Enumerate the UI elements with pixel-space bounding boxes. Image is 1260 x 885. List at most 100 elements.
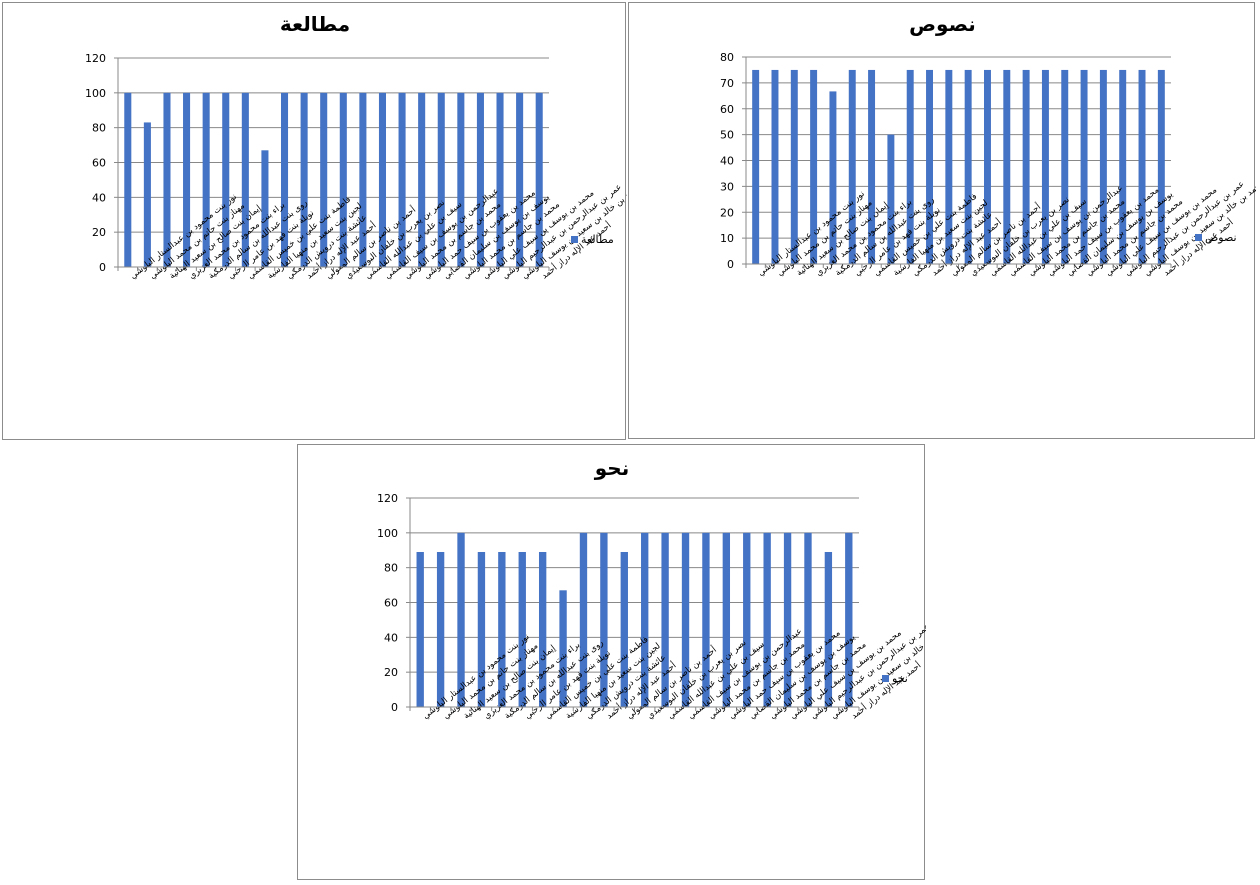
y-tick-label: 100 [85,87,106,100]
y-tick-label: 20 [720,206,734,219]
bar [457,92,465,267]
bar [241,92,249,267]
bar [845,532,853,707]
bar [804,532,812,707]
bar [535,92,543,267]
bar [378,92,387,267]
bar [398,92,406,267]
bar [600,532,608,707]
bar [300,92,308,267]
bar [416,551,424,707]
legend-label: نصوص [1205,231,1237,244]
y-tick-label: 20 [92,226,106,239]
bar [810,69,818,264]
y-tick-label: 60 [384,597,398,610]
bar [222,92,230,267]
bar [1138,69,1146,264]
bar [945,69,953,264]
bar [1003,69,1011,264]
y-tick-label: 100 [377,527,398,540]
bar [476,92,484,267]
bar [868,69,876,264]
bar [702,532,710,707]
bar [163,92,171,267]
bar [681,532,690,707]
bar [763,532,771,707]
bar [320,92,328,267]
bar [722,532,731,707]
bar [641,532,649,707]
bar [457,532,465,707]
y-tick-label: 120 [85,52,106,65]
legend-swatch [1195,234,1202,241]
bar [183,92,191,267]
chart-title: نحو [594,456,629,480]
bar [620,551,628,707]
bar [824,551,833,707]
chart-title: نصوص [909,12,976,36]
y-tick-label: 10 [720,232,734,245]
bar [1099,69,1107,264]
chart-panel-nusus: نصوص 0 10 20 30 40 50 60 70 80 نور بنت محمود بن عب… [628,2,1256,439]
bar [518,551,526,707]
bar [124,92,132,267]
chart-title: مطالعة [280,12,350,36]
chart-panel-nahw: نحو 0 20 40 60 80 100 120 نور بنت محمود بن عبدال… [297,444,926,880]
y-tick-label: 120 [377,492,398,505]
bar [829,91,837,264]
bar [436,551,445,707]
legend-label: نحو [891,672,908,685]
bar [496,92,504,267]
y-tick-label: 0 [99,261,106,274]
y-tick-label: 40 [720,155,734,168]
bar [579,532,588,707]
bar [1022,69,1030,264]
bar [926,69,933,264]
y-tick-label: 20 [384,666,398,679]
y-tick-label: 0 [727,258,734,271]
legend-label: مطالعة [581,233,614,246]
y-tick-label: 60 [720,103,734,116]
bar [477,551,486,707]
bar [1157,69,1165,264]
bar [202,92,210,267]
bar [143,122,151,267]
bar [743,532,751,707]
y-tick-label: 50 [720,129,734,142]
bar [848,69,856,264]
bar [280,92,289,267]
bar [783,532,792,707]
y-tick-label: 40 [384,631,398,644]
y-tick-label: 80 [384,562,398,575]
y-tick-label: 80 [92,122,106,135]
bar [1119,69,1127,264]
bar [1041,69,1049,264]
bar [661,532,669,707]
bar [887,134,895,264]
legend-swatch [882,675,889,682]
legend-swatch [571,236,578,243]
bar [790,69,798,264]
bar [1080,69,1088,264]
bar [1061,69,1069,264]
bar [437,92,445,267]
bar [516,92,524,267]
y-tick-label: 70 [720,77,734,90]
bar [498,551,506,707]
bar [261,150,269,267]
bar [359,92,367,267]
bar [752,69,760,264]
chart-panel-mutalaa: مطالعة 0 20 40 60 80 100 120 نور بنت محمود بن عب… [2,2,627,440]
y-tick-label: 0 [391,701,398,714]
bar [559,590,567,707]
bar [964,69,972,264]
bar [339,92,347,267]
bar [984,69,991,264]
bar [538,551,547,707]
y-tick-label: 40 [92,191,106,204]
y-tick-label: 60 [92,157,106,170]
y-tick-label: 80 [720,51,734,64]
